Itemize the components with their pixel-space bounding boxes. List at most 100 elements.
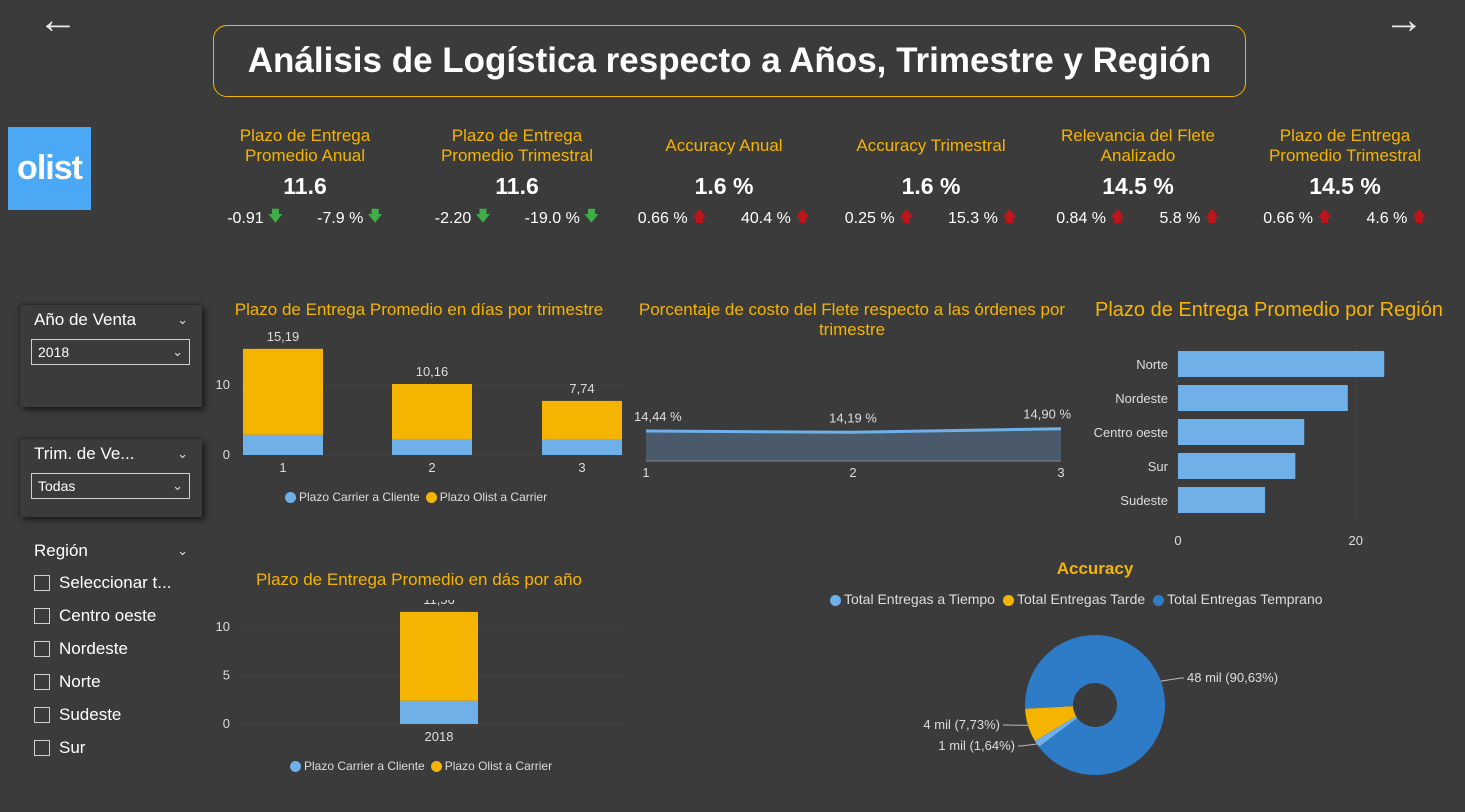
region-option[interactable]: Norte	[34, 665, 202, 698]
bar-carrier	[542, 439, 622, 455]
quarter-slicer[interactable]: Trim. de Ve... ⌄ Todas ⌄	[20, 439, 202, 517]
checkbox[interactable]	[34, 574, 50, 591]
region-option[interactable]: Nordeste	[34, 632, 202, 665]
arrow-up-icon: 🡅	[1110, 208, 1126, 225]
quarter-legend: Plazo Carrier a Cliente Plazo Olist a Ca…	[285, 490, 547, 504]
olist-logo: olist	[8, 127, 91, 210]
legend-item-on-time: Total Entregas a Tiempo	[830, 591, 995, 607]
region-option[interactable]: Sur	[34, 731, 202, 764]
freight-chart-title: Porcentaje de costo del Flete respecto a…	[638, 300, 1066, 339]
bar-carrier	[392, 439, 472, 455]
y-tick-label: 10	[216, 619, 230, 634]
checkbox[interactable]	[34, 706, 50, 723]
x-tick-label: 2	[849, 465, 856, 480]
kpi-card: Plazo de Entrega Promedio Anual 11.6 -0.91…	[205, 125, 405, 231]
freight-chart: 14,44 % 1 14,19 % 2 14,90 % 3	[634, 407, 1071, 480]
checkbox[interactable]	[34, 640, 50, 657]
bar-carrier	[400, 700, 478, 724]
bar-olist	[392, 384, 472, 440]
bar-total-label: 7,74	[569, 381, 594, 396]
legend-item-carrier: Plazo Carrier a Cliente	[285, 490, 420, 504]
region-option[interactable]: Seleccionar t...	[34, 566, 202, 599]
region-label: Sudeste	[1120, 493, 1168, 508]
slice-label: 48 mil (90,63%)	[1187, 670, 1278, 685]
checkbox[interactable]	[34, 739, 50, 756]
checkbox[interactable]	[34, 607, 50, 624]
kpi-delta-pct: 15.3 % 🡅	[948, 206, 1017, 231]
donut-slice	[1034, 716, 1078, 747]
freight-data-label: 14,19 %	[829, 410, 877, 425]
kpi-delta-abs: 0.84 % 🡅	[1056, 206, 1125, 231]
leader-line	[1018, 743, 1037, 747]
quarter-chart: 0 10 15,19 1 10,16 2 7,74 3	[216, 330, 627, 475]
region-chart: 0 20 Norte Nordeste Centro oeste Sur Sudeste	[1094, 345, 1385, 548]
region-bar	[1178, 385, 1348, 411]
checkbox[interactable]	[34, 673, 50, 690]
kpi-label: Plazo de Entrega Promedio Trimestral	[1268, 126, 1422, 165]
kpi-label: Accuracy Anual	[665, 136, 783, 155]
chevron-down-icon[interactable]: ⌄	[177, 446, 188, 461]
bar-olist	[243, 348, 323, 435]
x-tick-label: 2	[428, 460, 435, 475]
quarter-selected: Todas	[38, 478, 76, 494]
bar-olist	[400, 611, 478, 701]
legend-item-early: Total Entregas Temprano	[1153, 591, 1323, 607]
region-option[interactable]: Sudeste	[34, 698, 202, 731]
region-option[interactable]: Centro oeste	[34, 599, 202, 632]
donut-slice	[1025, 706, 1077, 741]
quarter-chart-title: Plazo de Entrega Promedio en días por tr…	[234, 300, 604, 319]
region-chart-title: Plazo de Entrega Promedio por Región	[1095, 299, 1443, 321]
region-slicer-label: Región	[34, 541, 88, 560]
year-chart-title: Plazo de Entrega Promedio en dás por año	[255, 570, 583, 589]
arrow-up-icon: 🡅	[1411, 208, 1427, 225]
quarter-dropdown[interactable]: Todas ⌄	[31, 473, 190, 499]
chevron-down-icon[interactable]: ⌄	[177, 312, 188, 327]
kpi-delta-pct: 5.8 % 🡅	[1159, 206, 1219, 231]
region-label: Sur	[1148, 459, 1169, 474]
arrow-up-icon: 🡅	[1001, 208, 1018, 225]
kpi-delta-abs: -2.20 🡇	[435, 206, 491, 231]
region-list: Seleccionar t... Centro oeste Nordeste Nort…	[20, 566, 202, 764]
kpi-delta-abs: 0.25 % 🡅	[845, 206, 914, 231]
kpi-delta-pct: 4.6 % 🡅	[1366, 206, 1426, 231]
x-tick-label: 20	[1349, 533, 1363, 548]
year-slicer[interactable]: Año de Venta ⌄ 2018 ⌄	[20, 305, 202, 407]
year-dropdown[interactable]: 2018 ⌄	[31, 339, 190, 365]
kpi-label: Plazo de Entrega Promedio Anual	[239, 126, 371, 165]
x-tick-label: 3	[1057, 465, 1064, 480]
kpi-label: Relevancia del Flete Analizado	[1060, 126, 1216, 165]
legend-item-late: Total Entregas Tarde	[1002, 591, 1145, 607]
region-bar	[1178, 419, 1305, 445]
year-legend: Plazo Carrier a Cliente Plazo Olist a Ca…	[290, 759, 552, 773]
chevron-down-icon[interactable]: ⌄	[177, 543, 188, 558]
kpi-card: Accuracy Trimestral 1.6 % 0.25 % 🡅 15.3 % 🡅	[831, 125, 1031, 231]
kpi-value: 1.6 %	[901, 173, 961, 199]
logo-text: olist	[17, 149, 83, 187]
x-tick-label: 0	[1174, 533, 1181, 548]
kpi-label: Accuracy Trimestral	[856, 136, 1006, 155]
kpi-card: Accuracy Anual 1.6 % 0.66 % 🡅 40.4 % 🡅	[624, 125, 824, 231]
y-tick-label: 0	[223, 447, 230, 462]
region-bar	[1178, 453, 1296, 479]
kpi-delta-pct: -7.9 % 🡇	[317, 206, 383, 231]
bar-total-label: 10,16	[416, 364, 449, 379]
arrow-up-icon: 🡅	[1317, 208, 1333, 225]
kpi-value: 14.5 %	[1309, 173, 1381, 199]
slice-label: 4 mil (7,73%)	[923, 717, 1000, 732]
x-tick-label: 2018	[425, 729, 454, 744]
legend-item-olist: Plazo Olist a Carrier	[425, 490, 547, 504]
arrow-up-icon: 🡅	[898, 208, 914, 225]
arrow-left-icon[interactable]: ←	[38, 0, 78, 42]
y-tick-label: 0	[223, 716, 230, 731]
year-selected: 2018	[38, 344, 70, 360]
arrow-right-icon[interactable]: →	[1384, 0, 1424, 42]
kpi-value: 1.6 %	[694, 173, 754, 199]
x-tick-label: 1	[642, 465, 649, 480]
bar-total-label: 11,56	[423, 600, 455, 607]
bar-carrier	[243, 434, 323, 455]
kpi-label: Plazo de Entrega Promedio Trimestral	[440, 126, 594, 165]
legend-item-carrier: Plazo Carrier a Cliente	[290, 759, 425, 773]
arrow-up-icon: 🡅	[1204, 208, 1220, 225]
region-label: Centro oeste	[1094, 425, 1168, 440]
kpi-delta-abs: 0.66 % 🡅	[1263, 206, 1332, 231]
